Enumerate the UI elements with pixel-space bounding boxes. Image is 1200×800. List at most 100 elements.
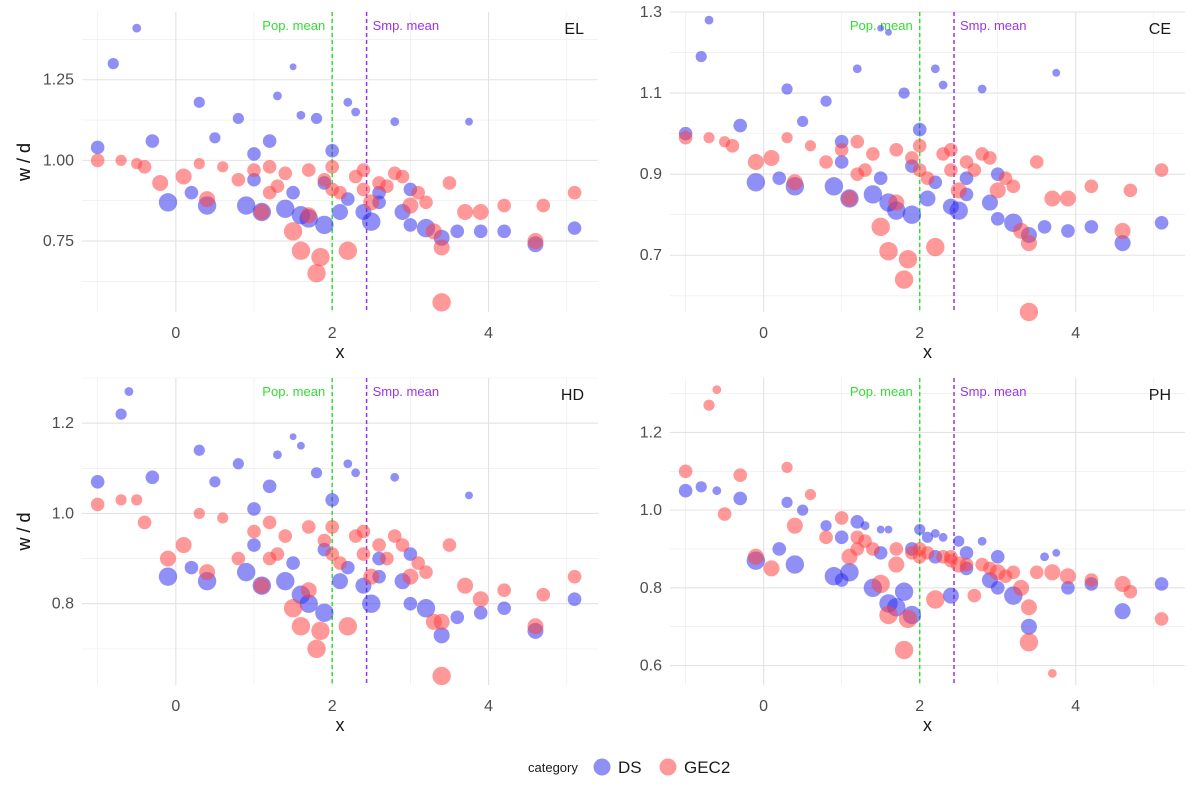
point-gec2 [231,172,246,187]
point-gec2 [411,556,425,570]
point-ds [497,601,511,616]
pop-mean-label: Pop. mean [262,384,325,399]
y-tick-label: 0.7 [640,247,662,264]
point-gec2 [283,222,303,241]
point-ds [310,112,323,125]
point-gec2 [989,182,1006,199]
point-gec2 [879,605,898,625]
point-ds [289,63,297,71]
point-gec2 [247,524,261,539]
point-ds [433,627,450,644]
point-ds [953,535,965,547]
pop-mean-label: Pop. mean [850,384,913,399]
point-gec2 [944,163,958,177]
point-ds [1061,224,1075,238]
x-tick-label: 0 [759,325,768,342]
point-ds [990,211,1005,226]
point-gec2 [262,515,277,530]
x-tick-label: 4 [1071,325,1080,342]
point-gec2 [231,551,246,566]
smp-mean-label: Smp. mean [960,18,1026,33]
point-ds [914,523,926,536]
point-ds [852,64,862,74]
point-ds [158,193,178,212]
point-ds [873,171,888,186]
point-gec2 [338,617,358,636]
point-gec2 [527,233,544,250]
point-ds [733,118,748,133]
point-ds [977,84,987,94]
point-gec2 [747,154,764,170]
point-gec2 [497,198,511,213]
panel-label-ph: PH [1149,387,1171,404]
point-gec2 [898,609,918,629]
point-ds [184,560,199,575]
point-gec2 [1059,190,1076,207]
point-gec2 [363,194,380,211]
point-ds [343,459,353,469]
x-axis-title: x [336,342,345,362]
point-gec2 [387,529,402,543]
y-tick-label: 0.8 [640,580,662,597]
point-gec2 [1029,565,1044,580]
point-ds [232,112,244,125]
point-gec2 [1013,579,1030,596]
point-gec2 [193,507,205,520]
panel-el: 0 2 4 0.75 1.00 1.25 x w / d Pop. mean Smp. mean E… [14,12,598,362]
point-gec2 [442,176,457,190]
x-axis-title: x [923,342,932,362]
point-gec2 [804,488,817,501]
point-ds [942,587,959,604]
point-gec2 [307,264,326,283]
point-gec2 [325,160,339,174]
x-tick-label: 2 [915,325,924,342]
x-tick-label: 4 [1071,698,1080,715]
point-gec2 [889,143,904,157]
point-gec2 [300,207,317,224]
x-tick-label: 0 [171,698,180,715]
point-ds [132,23,142,33]
point-gec2 [325,547,339,561]
point-gec2 [262,160,277,174]
point-gec2 [1006,179,1021,194]
point-gec2 [912,549,927,564]
point-gec2 [1029,155,1044,169]
point-gec2 [733,468,748,482]
point-gec2 [193,158,205,170]
point-gec2 [317,533,332,548]
y-tick-label: 1.2 [640,424,662,441]
point-ds [325,143,339,158]
point-gec2 [457,577,474,594]
point-gec2 [300,582,317,599]
point-ds [746,173,766,192]
point-ds [209,476,221,488]
point-ds [834,155,849,169]
point-gec2 [253,204,270,220]
point-gec2 [703,132,715,144]
point-gec2 [950,182,967,199]
point-ds [497,224,511,239]
x-tick-label: 0 [759,698,768,715]
point-ds [145,134,160,148]
point-gec2 [356,182,371,197]
point-gec2 [786,174,803,191]
point-ds [286,556,300,570]
point-gec2 [866,147,880,161]
point-gec2 [333,556,347,570]
point-ds [473,224,488,239]
point-ds [1154,216,1169,230]
legend-label-gec2: GEC2 [684,758,730,777]
point-ds [403,596,418,611]
y-tick-label: 0.75 [43,233,74,250]
point-gec2 [967,163,982,177]
point-ds [90,475,105,489]
point-ds [289,433,297,441]
point-gec2 [871,574,890,594]
x-tick-label: 2 [328,325,337,342]
point-ds [351,107,361,117]
point-gec2 [160,550,176,567]
point-ds [247,147,261,161]
point-ds [351,468,361,478]
point-gec2 [278,529,293,543]
point-gec2 [419,565,433,579]
